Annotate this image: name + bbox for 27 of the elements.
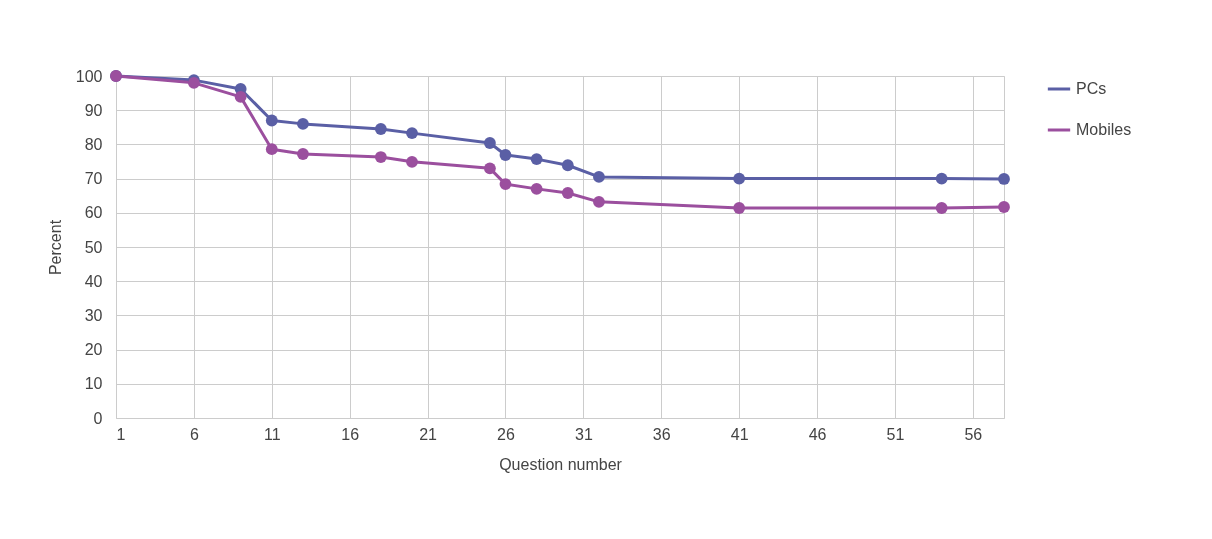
y-tick-label: 70 xyxy=(84,170,103,188)
x-tick-label: 36 xyxy=(652,425,671,443)
y-tick-label: 80 xyxy=(84,135,103,153)
y-tick-label: 20 xyxy=(84,341,103,359)
y-tick-label: 30 xyxy=(84,306,103,324)
y-tick-label: 100 xyxy=(75,67,103,85)
x-axis-title: Question number xyxy=(499,455,623,473)
x-tick-label: 51 xyxy=(886,425,905,443)
y-tick-label: 40 xyxy=(84,272,103,290)
legend-label: Mobiles xyxy=(1076,121,1132,138)
y-tick-label: 0 xyxy=(93,409,103,427)
y-tick-label: 90 xyxy=(84,101,103,119)
x-tick-label: 1 xyxy=(116,425,126,443)
y-tick-label: 10 xyxy=(84,375,103,393)
x-tick-label: 41 xyxy=(730,425,749,443)
x-tick-label: 56 xyxy=(964,425,983,443)
x-tick-label: 6 xyxy=(189,425,199,443)
x-tick-label: 31 xyxy=(574,425,593,443)
y-tick-label: 60 xyxy=(84,204,103,222)
x-tick-label: 21 xyxy=(419,425,438,443)
x-tick-label: 11 xyxy=(263,425,281,443)
y-axis-title: Percent xyxy=(46,219,64,276)
x-tick-label: 46 xyxy=(808,425,827,443)
x-tick-label: 16 xyxy=(341,425,360,443)
legend-label: PCs xyxy=(1076,80,1107,97)
x-tick-label: 26 xyxy=(497,425,515,443)
y-tick-label: 50 xyxy=(84,238,103,256)
